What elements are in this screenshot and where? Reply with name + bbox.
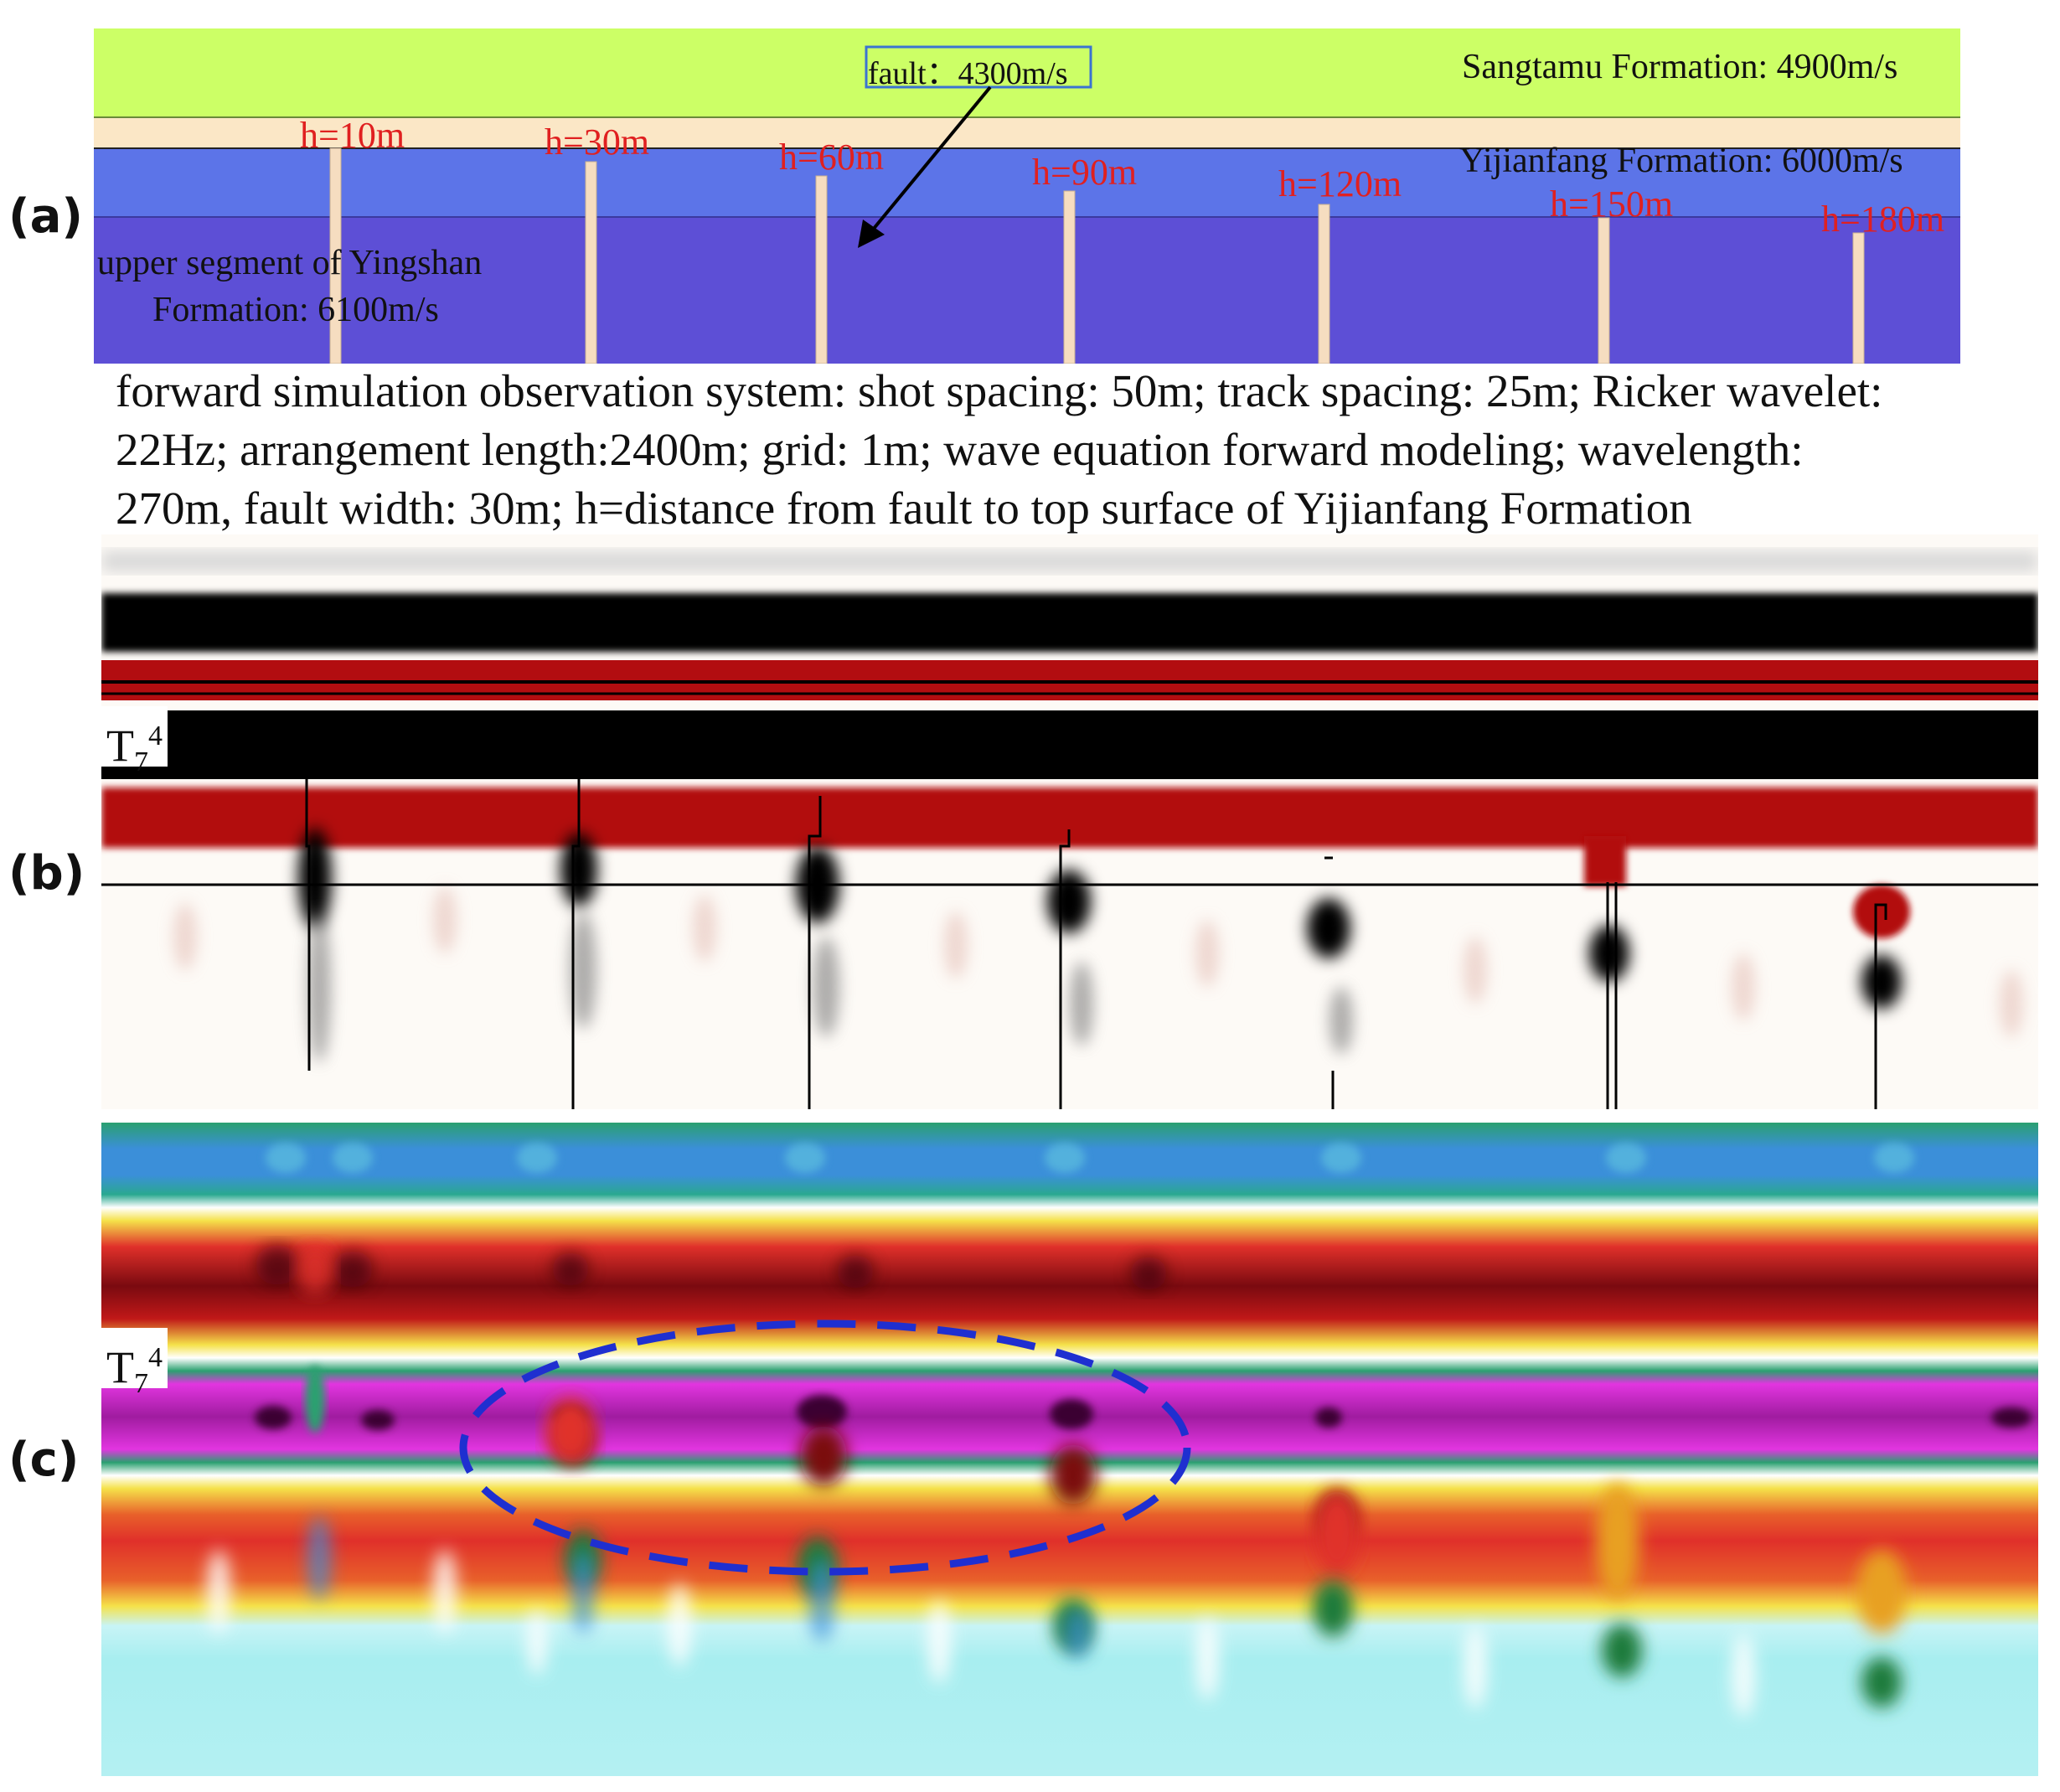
- fault-bar: [1063, 190, 1076, 364]
- fault-label-h10: h=10m: [300, 115, 405, 156]
- fault-label-h90: h=90m: [1032, 152, 1138, 193]
- fault-bar: [815, 175, 828, 364]
- fault-label-h180: h=180m: [1821, 199, 1945, 240]
- thin-layer: [94, 118, 1960, 148]
- red-drops: [1584, 836, 1910, 938]
- fault-box-label: fault：4300m/s: [868, 56, 1068, 91]
- fault-label-h150: h=150m: [1550, 183, 1674, 225]
- yingshan-label-line2: Formation: 6100m/s: [152, 291, 439, 329]
- fault-label-h120: h=120m: [1278, 163, 1402, 204]
- fault-bar: [329, 147, 342, 364]
- yingshan-layer: [94, 218, 1960, 364]
- fault-box: [865, 45, 1092, 89]
- arrow-head: [858, 219, 885, 248]
- highlight-ellipse: [459, 1319, 1191, 1576]
- geologic-model: [94, 28, 1960, 364]
- fault-bar: [1318, 204, 1330, 364]
- fault-label-h60: h=60m: [779, 137, 885, 178]
- fault-bar: [1852, 232, 1865, 364]
- fault-arrow: [871, 85, 992, 231]
- caption-line-1: forward simulation observation system: s…: [116, 365, 1883, 416]
- fault-marker-lines: [305, 771, 1887, 1109]
- yingshan-label-line1: upper segment of Yingshan: [97, 244, 483, 282]
- horizon-label-b: T74: [101, 706, 168, 777]
- yijianfang-label: Yijianfang Formation: 6000m/s: [1459, 142, 1903, 180]
- panel-label-c: (c): [8, 1433, 80, 1487]
- seismic-section-grayscale: [101, 535, 2038, 1109]
- panel-label-a: (a): [8, 189, 83, 244]
- seismic-section-color: [101, 1123, 2038, 1776]
- fault-label-h30: h=30m: [545, 121, 650, 163]
- panel-label-b: (b): [8, 846, 85, 901]
- trough-band-2: [101, 710, 2038, 779]
- figure-caption: forward simulation observation system: s…: [116, 362, 2034, 538]
- trough-band-1: [101, 593, 2038, 652]
- yijianfang-layer: [94, 149, 1960, 217]
- caption-line-2: 22Hz; arrangement length:2400m; grid: 1m…: [116, 424, 1804, 475]
- caption-line-3: 270m, fault width: 30m; h=distance from …: [116, 483, 1692, 534]
- fault-bars: [329, 147, 1865, 364]
- fault-bar: [585, 161, 597, 364]
- sangtamu-label: Sangtamu Formation: 4900m/s: [1462, 48, 1898, 86]
- horizon-label-c: T74: [101, 1328, 168, 1399]
- fault-bar: [1598, 217, 1610, 364]
